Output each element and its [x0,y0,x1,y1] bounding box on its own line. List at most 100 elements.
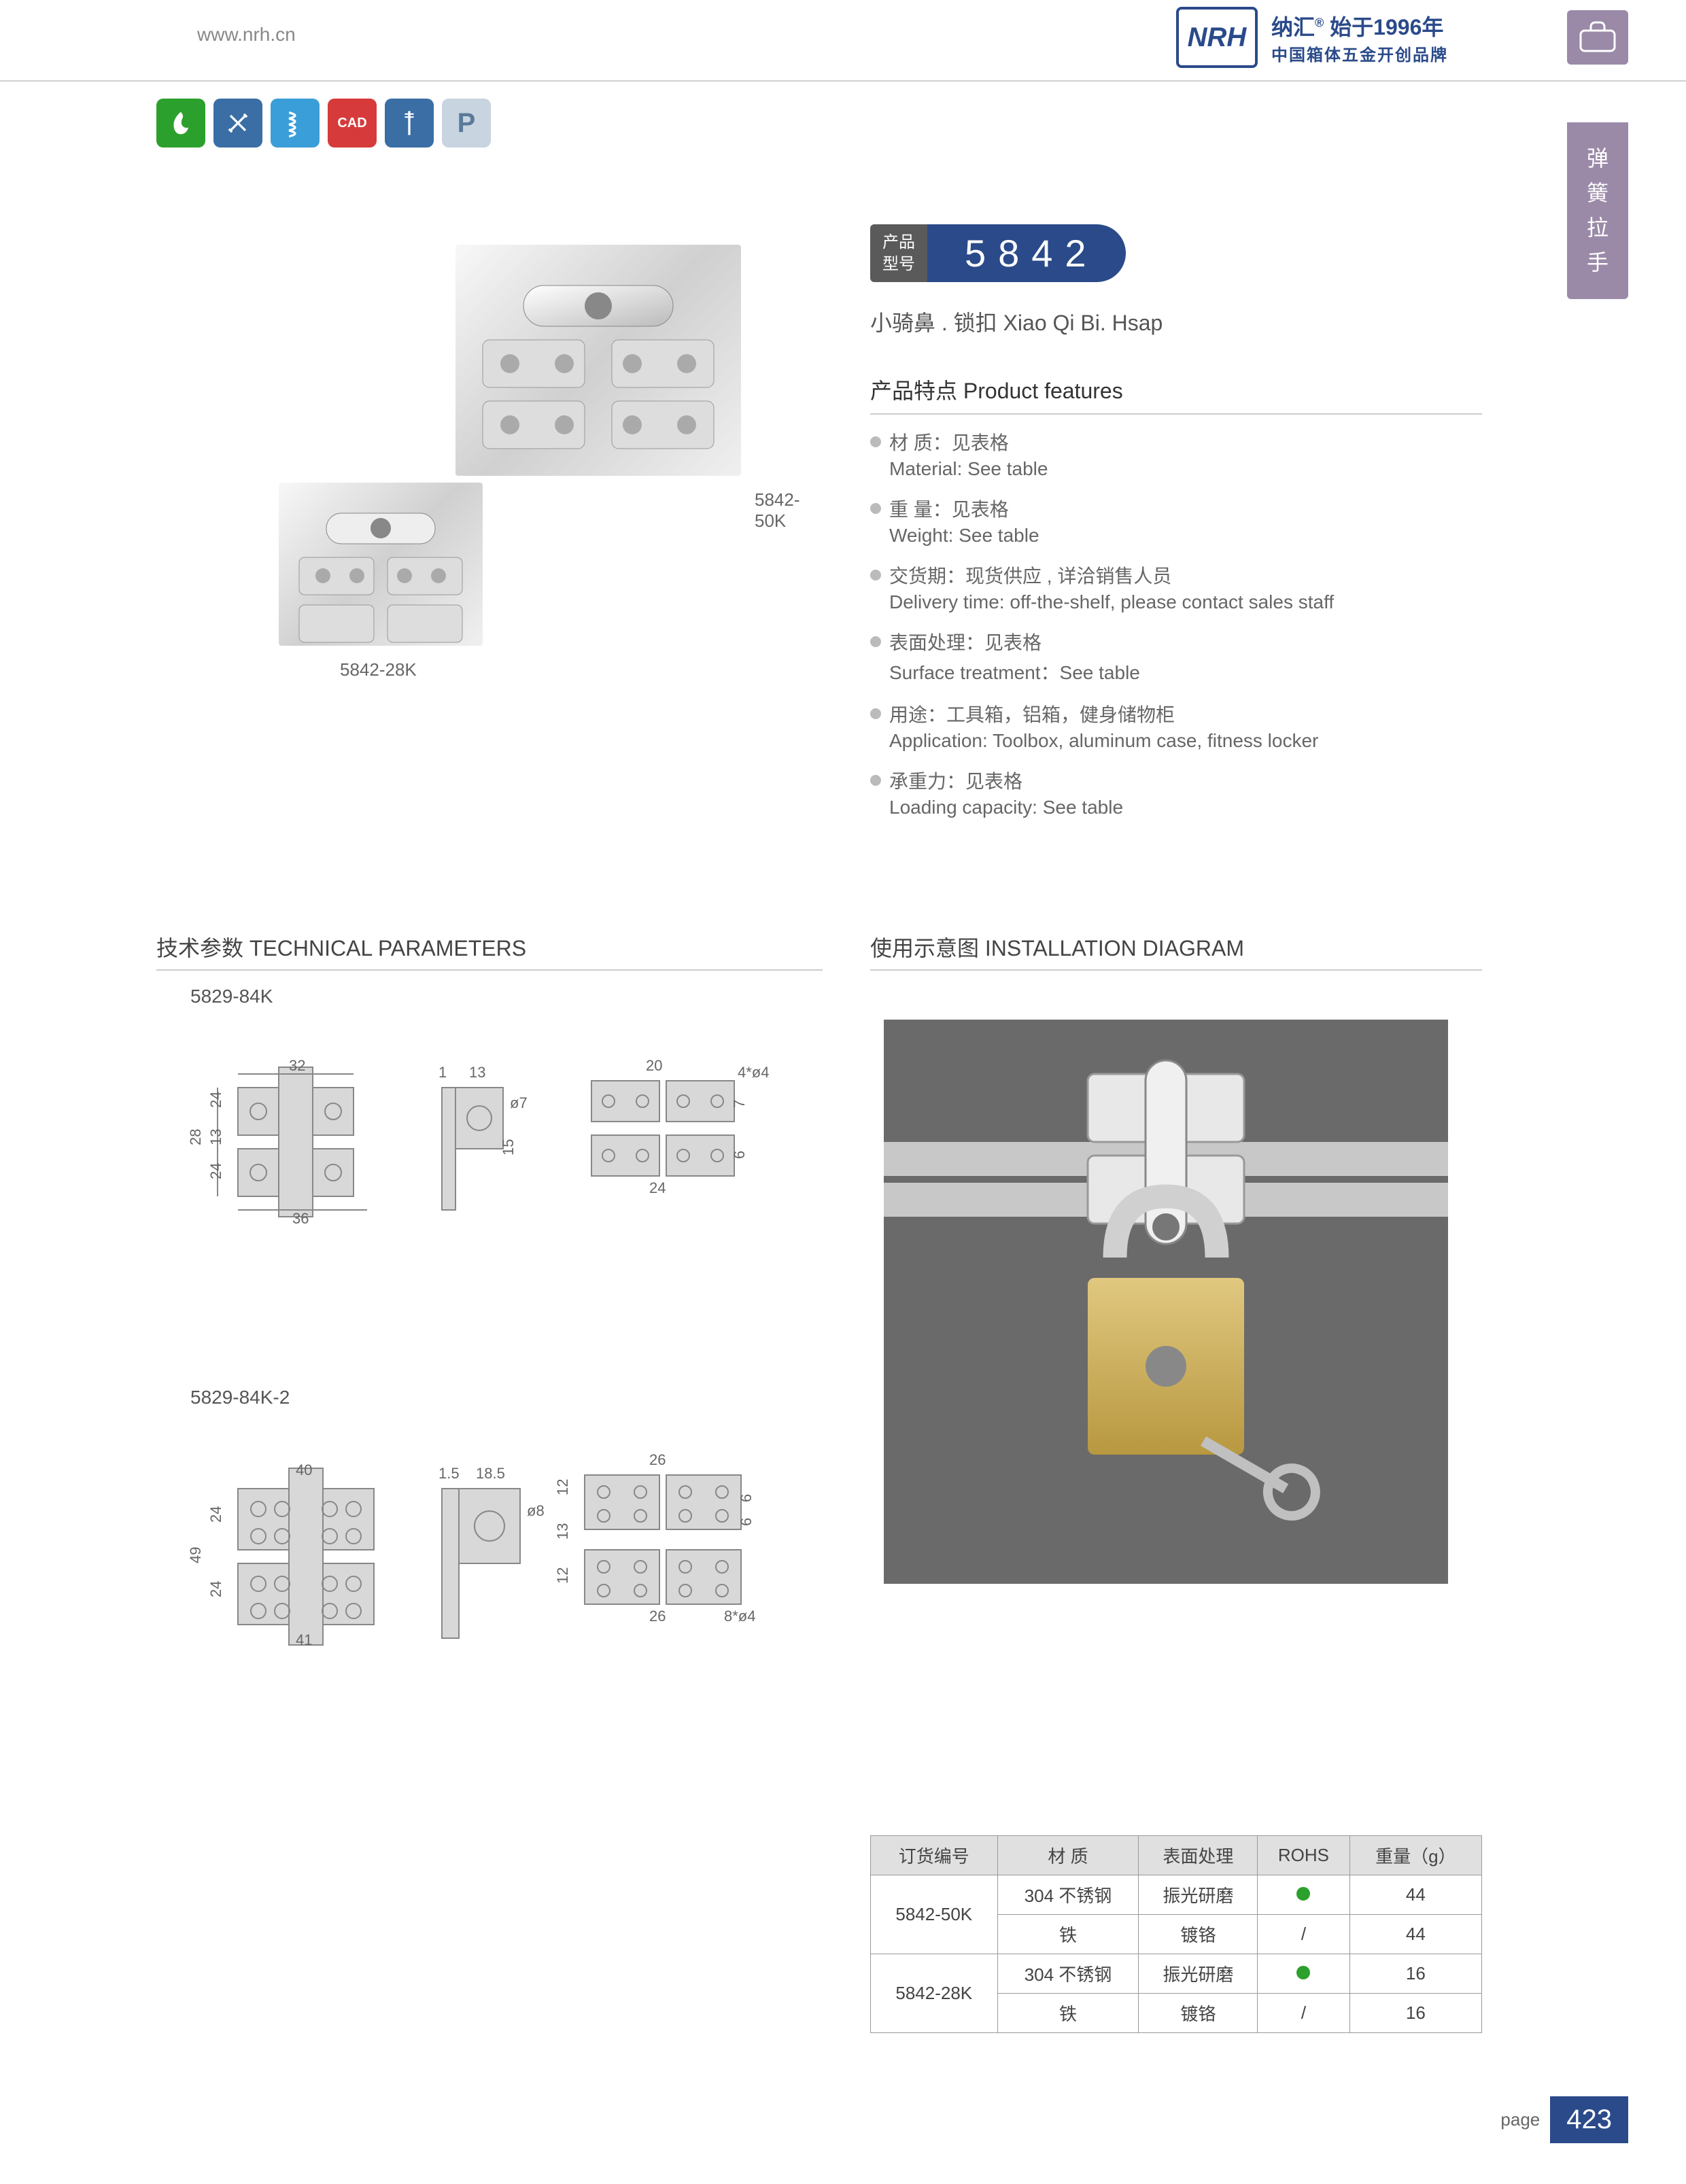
side-tab-char: 手 [1587,245,1608,280]
feature-icon [385,99,434,148]
features-title: 产品特点 Product features [870,374,1482,415]
feature-en: Loading capacity: See table [889,797,1482,818]
side-tab-char: 簧 [1587,176,1608,211]
svg-text:6: 6 [738,1494,755,1502]
svg-text:36: 36 [292,1210,309,1227]
feature-icon-row: CAD P [156,99,491,148]
feature-cn: 材 质：见表格 [870,428,1482,455]
table-row: 5842-28K304 不锈钢振光研磨16 [871,1954,1482,1994]
model-number: 5842 [927,224,1126,282]
svg-text:1.5: 1.5 [438,1465,460,1482]
svg-text:13: 13 [469,1064,485,1081]
feature-icon [213,99,262,148]
feature-en: Material: See table [889,458,1482,480]
feature-item: 承重力：见表格 Loading capacity: See table [870,767,1482,818]
svg-text:15: 15 [500,1139,517,1156]
tech-sub-2: 5829-84K-2 [190,1387,290,1408]
table-cell-rohs [1258,1875,1350,1915]
feature-item: 交货期：现货供应 , 详洽销售人员Delivery time: off-the-… [870,561,1482,613]
feature-cn: 交货期：现货供应 , 详洽销售人员 [870,561,1482,589]
install-diagram-title: 使用示意图 INSTALLATION DIAGRAM [870,931,1482,971]
logo-line1-tail: 始于1996年 [1330,15,1443,39]
svg-text:26: 26 [649,1451,666,1468]
brand-logo: NRH 纳汇® 始于1996年 中国箱体五金开创品牌 [1176,7,1448,68]
rohs-dot-icon [1296,1966,1310,1979]
table-row: 5842-50K304 不锈钢振光研磨44 [871,1875,1482,1915]
feature-en: Weight: See table [889,525,1482,547]
table-cell: 镀铬 [1139,1994,1258,2033]
spec-table: 订货编号 材 质 表面处理 ROHS 重量（g） 5842-50K304 不锈钢… [870,1835,1482,2033]
table-cell: 304 不锈钢 [997,1954,1139,1994]
table-cell-rohs: / [1258,1915,1350,1954]
model-label-l2: 型号 [882,254,915,275]
svg-text:20: 20 [646,1057,662,1074]
page-header: www.nrh.cn NRH 纳汇® 始于1996年 中国箱体五金开创品牌 [0,0,1686,82]
svg-text:24: 24 [207,1506,224,1523]
feature-en: Delivery time: off-the-shelf, please con… [889,591,1482,613]
product-image-area: 5842-50K 5842-28K [238,238,782,714]
installation-photo [884,1020,1448,1584]
svg-text:24: 24 [649,1179,666,1196]
table-header: 材 质 [997,1836,1139,1875]
table-cell: 16 [1349,1994,1481,2033]
table-header-row: 订货编号 材 质 表面处理 ROHS 重量（g） [871,1836,1482,1875]
product-label-large: 5842-50K [755,489,800,532]
svg-text:26: 26 [649,1608,666,1625]
logo-line2: 中国箱体五金开创品牌 [1271,41,1448,65]
features-section: 产品特点 Product features 材 质：见表格 Material: S… [870,374,1482,833]
page-footer: page 423 [1500,2096,1628,2143]
page-label: page [1500,2109,1540,2130]
svg-text:13: 13 [554,1523,571,1540]
feature-icon [156,99,205,148]
product-label-small: 5842-28K [340,659,417,680]
svg-text:1: 1 [438,1064,447,1081]
svg-text:6: 6 [731,1151,748,1159]
svg-text:ø8: ø8 [527,1502,545,1519]
table-header: 订货编号 [871,1836,998,1875]
tech-sub-1: 5829-84K [190,986,273,1007]
table-header: 表面处理 [1139,1836,1258,1875]
table-cell: 镀铬 [1139,1915,1258,1954]
rohs-dot-icon [1296,1887,1310,1901]
table-header: 重量（g） [1349,1836,1481,1875]
svg-text:12: 12 [554,1479,571,1495]
svg-text:28: 28 [187,1129,204,1145]
table-cell: 铁 [997,1915,1139,1954]
svg-text:13: 13 [207,1129,224,1145]
feature-item: 表面处理：见表格Surface treatment：See table [870,628,1482,685]
product-subtitle: 小骑鼻 . 锁扣 Xiao Qi Bi. Hsap [870,306,1163,337]
table-cell-rohs: / [1258,1994,1350,2033]
svg-text:32: 32 [289,1057,305,1074]
product-image-small [279,483,483,646]
svg-text:6: 6 [738,1518,755,1526]
table-cell: 44 [1349,1875,1481,1915]
table-cell-code: 5842-50K [871,1875,998,1954]
feature-icon [271,99,320,148]
table-cell: 振光研磨 [1139,1875,1258,1915]
table-cell: 16 [1349,1954,1481,1994]
svg-text:4*ø4: 4*ø4 [738,1064,769,1081]
feature-icon-p: P [442,99,491,148]
table-cell: 铁 [997,1994,1139,2033]
svg-text:12: 12 [554,1567,571,1584]
category-icon [1567,10,1628,65]
tech-params-title: 技术参数 TECHNICAL PARAMETERS [156,931,823,971]
page-number: 423 [1550,2096,1628,2143]
feature-cn: 承重力：见表格 [870,767,1482,794]
logo-initials: NRH [1176,7,1258,68]
side-category-tab: 弹 簧 拉 手 [1567,122,1628,299]
feature-cn: 重 量：见表格 [870,495,1482,522]
svg-text:7: 7 [731,1100,748,1108]
tech-drawing-1: 32 36 28 24 13 24 1 13 ø7 15 [170,1026,782,1353]
table-cell: 44 [1349,1915,1481,1954]
side-tab-char: 拉 [1587,211,1608,245]
model-label: 产品 型号 [870,224,927,282]
svg-text:8*ø4: 8*ø4 [724,1608,755,1625]
svg-text:ø7: ø7 [510,1094,528,1111]
table-cell: 304 不锈钢 [997,1875,1139,1915]
svg-text:40: 40 [296,1461,312,1478]
feature-cn: 用途：工具箱，铝箱，健身储物柜 [870,700,1482,727]
svg-text:18.5: 18.5 [476,1465,505,1482]
svg-text:24: 24 [207,1163,224,1179]
tech-drawing-2: 40 41 49 24 24 1.5 18.5 ø8 [170,1427,782,1781]
